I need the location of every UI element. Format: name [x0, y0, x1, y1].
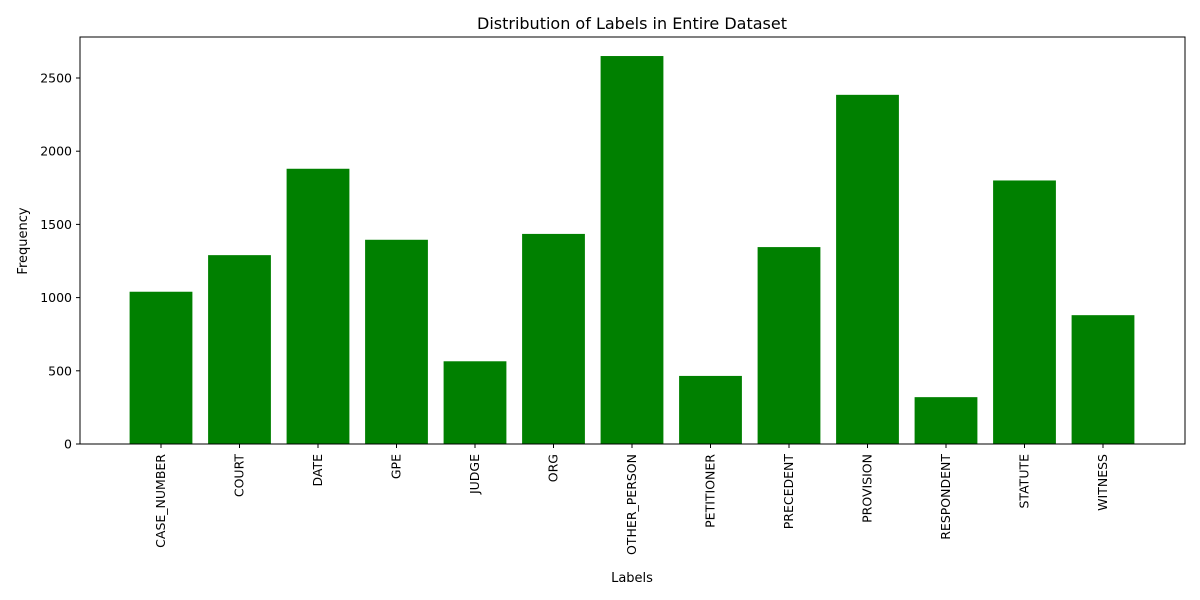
bar-petitioner: [679, 375, 742, 444]
bar-org: [522, 233, 585, 444]
y-tick-label: 2500: [40, 70, 72, 85]
bar-other-person: [600, 56, 664, 444]
x-tick-label: ORG: [546, 454, 561, 482]
bar-statute: [993, 180, 1056, 444]
bar-court: [208, 255, 271, 444]
y-ticks: 0 500 1000 1500 2000 2500: [40, 70, 80, 452]
x-tick-label: COURT: [232, 454, 247, 497]
x-tick-label: JUDGE: [467, 454, 482, 495]
x-tick-label: OTHER_PERSON: [624, 454, 639, 555]
y-tick-label: 500: [48, 363, 72, 378]
y-tick-label: 1500: [40, 217, 72, 232]
bars-layer: [129, 56, 1135, 444]
x-tick-label: WITNESS: [1095, 454, 1110, 511]
y-tick-label: 0: [64, 437, 72, 452]
x-tick-label: PRECEDENT: [781, 454, 796, 530]
x-tick-label: DATE: [310, 454, 325, 487]
x-tick-label: STATUTE: [1017, 454, 1032, 509]
x-tick-label: RESPONDENT: [938, 454, 953, 540]
x-tick-label: PROVISION: [860, 454, 875, 523]
bar-date: [286, 168, 350, 444]
bar-provision: [836, 94, 899, 444]
x-ticks: CASE_NUMBER COURT DATE GPE JUDGE ORG OTHER_PER…: [153, 444, 1110, 555]
y-tick-label: 1000: [40, 290, 72, 305]
y-tick-label: 2000: [40, 144, 72, 159]
bar-case-number: [129, 291, 193, 444]
x-tick-label: GPE: [389, 454, 404, 479]
x-tick-label: CASE_NUMBER: [153, 454, 168, 548]
y-axis-label: Frequency: [16, 207, 31, 274]
bar-witness: [1071, 315, 1135, 444]
bar-gpe: [365, 239, 428, 444]
x-axis-label: Labels: [611, 571, 653, 586]
bar-respondent: [914, 397, 978, 444]
bar-precedent: [757, 247, 821, 444]
bar-judge: [443, 361, 507, 444]
plot-frame: [79, 36, 1186, 445]
x-tick-label: PETITIONER: [703, 454, 718, 528]
chart-title: Distribution of Labels in Entire Dataset: [477, 14, 787, 33]
